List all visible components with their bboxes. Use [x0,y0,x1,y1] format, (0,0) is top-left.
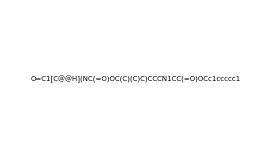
Text: O=C1[C@@H](NC(=O)OC(C)(C)C)CCCN1CC(=O)OCc1ccccc1: O=C1[C@@H](NC(=O)OC(C)(C)C)CCCN1CC(=O)OC… [30,76,241,83]
